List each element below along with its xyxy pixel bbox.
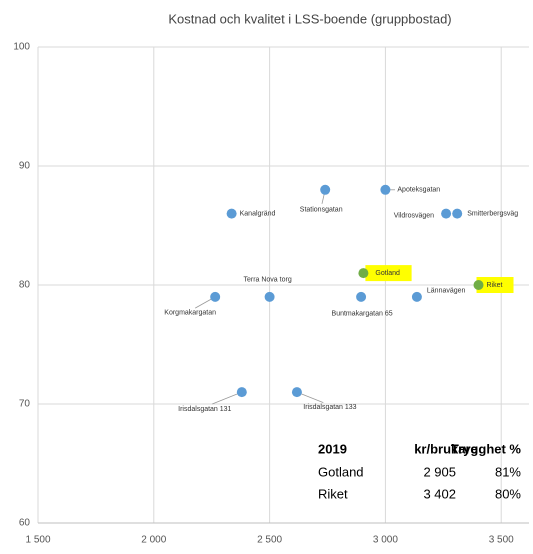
table-cell: 81% (495, 464, 521, 479)
point (210, 291, 221, 302)
table-cell: 2 905 (423, 464, 456, 479)
table-cell: Gotland (318, 464, 364, 479)
table-cell: Riket (318, 486, 348, 501)
point-label: Smitterbergsväg (467, 210, 518, 217)
table-header: Trygghet % (451, 441, 522, 456)
point-label: Buntmakargatan 65 (332, 311, 393, 318)
point-label: Riket (487, 282, 503, 289)
chart-title: Kostnad och kvalitet i LSS-boende (grupp… (168, 11, 451, 26)
point (264, 291, 275, 302)
y-tick-label: 60 (19, 518, 31, 529)
x-tick-label: 3 000 (373, 535, 398, 546)
label-highlight (365, 265, 412, 282)
leader-line (212, 391, 242, 405)
point (473, 280, 484, 290)
point-label: Apoteksgatan (397, 187, 440, 194)
point (226, 208, 237, 219)
point (236, 387, 247, 398)
point-label: Kanalgränd (240, 210, 276, 217)
point-label: Irisdalsgatan 133 (303, 404, 356, 411)
point-label: Terra Nova torg (243, 277, 291, 284)
point-label: Gotland (375, 270, 400, 277)
y-tick-label: 80 (19, 280, 31, 291)
y-tick-label: 100 (13, 42, 30, 53)
point (441, 208, 452, 219)
point-label: Korgmakargatan (164, 310, 216, 317)
point-label: Irisdalsgatan 131 (178, 406, 231, 413)
y-tick-label: 70 (19, 399, 31, 410)
point (291, 387, 302, 398)
table-cell: 80% (495, 486, 521, 501)
table-header: 2019 (318, 441, 347, 456)
x-tick-label: 1 500 (25, 535, 50, 546)
point-label: Stationsgatan (300, 207, 343, 214)
point-label: Vildrosvägen (394, 212, 434, 219)
point-label: Lännavägen (427, 288, 466, 295)
table-cell: 3 402 (423, 486, 456, 501)
point (452, 208, 463, 219)
y-tick-label: 90 (19, 161, 31, 172)
point (380, 184, 391, 195)
table-header: kr/brukare (414, 441, 478, 456)
point (320, 184, 331, 195)
point (411, 291, 422, 302)
point (358, 268, 369, 279)
x-tick-label: 3 500 (489, 535, 514, 546)
point (356, 291, 367, 302)
x-tick-label: 2 000 (141, 535, 166, 546)
label-highlight (476, 277, 514, 293)
x-tick-label: 2 500 (257, 535, 282, 546)
